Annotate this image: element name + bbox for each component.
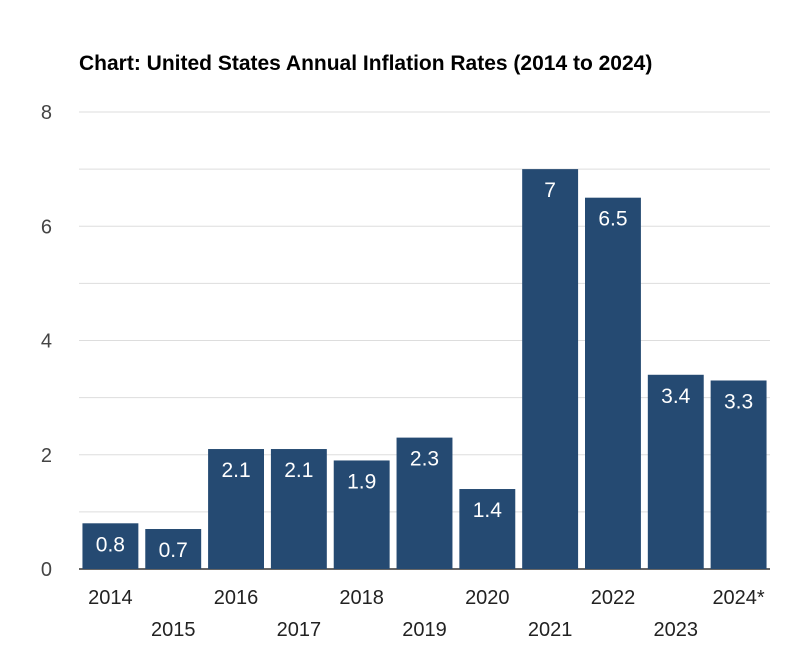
bars (82, 169, 767, 569)
x-tick-label: 2023 (654, 619, 699, 641)
bar-2022 (585, 197, 641, 569)
bar-2017 (270, 449, 327, 569)
y-tick-label: 0 (41, 559, 52, 581)
data-label: 2.1 (221, 459, 250, 482)
x-tick-label: 2024* (712, 587, 764, 609)
x-tick-label: 2014 (88, 587, 133, 609)
y-tick-label: 8 (41, 102, 52, 124)
data-label: 0.8 (96, 533, 125, 556)
bar-2019 (396, 437, 453, 569)
bar-2020 (459, 489, 516, 569)
bar-2023 (647, 374, 704, 569)
y-axis: 0 2 4 6 8 (41, 102, 52, 581)
data-label: 3.4 (661, 385, 691, 408)
x-tick-label: 2015 (151, 619, 196, 641)
bar-2018 (333, 460, 390, 569)
data-label: 1.9 (347, 470, 376, 493)
data-label: 6.5 (598, 208, 627, 231)
x-tick-label: 2016 (214, 587, 259, 609)
data-label: 1.4 (473, 499, 503, 522)
data-label: 2.1 (284, 459, 313, 482)
bar-2016 (208, 449, 264, 569)
chart-title: Chart: United States Annual Inflation Ra… (79, 52, 652, 75)
x-tick-label: 2018 (339, 587, 384, 609)
data-label: 3.3 (724, 390, 753, 413)
x-tick-label: 2022 (591, 587, 636, 609)
y-tick-label: 6 (41, 216, 52, 238)
bar-2014 (82, 523, 139, 569)
x-tick-label: 2019 (402, 619, 447, 641)
bar-2024* (710, 380, 767, 569)
x-tick-label: 2017 (277, 619, 322, 641)
data-label: 0.7 (159, 539, 188, 562)
data-label: 7 (544, 179, 556, 202)
x-tick-label: 2020 (465, 587, 510, 609)
x-axis: 2014 2015 2016 2017 2018 2019 2020 2021 2022 2023… (88, 587, 765, 641)
data-label: 2.3 (410, 448, 439, 471)
x-tick-label: 2021 (528, 619, 573, 641)
y-tick-label: 2 (41, 445, 52, 467)
bar-2021 (522, 169, 579, 569)
bar-2015 (145, 529, 202, 569)
y-tick-label: 4 (41, 331, 52, 353)
data-labels: 0.8 0.7 2.1 2.1 1.9 2.3 1.4 7 6.5 3.4 3.3 (96, 179, 753, 562)
